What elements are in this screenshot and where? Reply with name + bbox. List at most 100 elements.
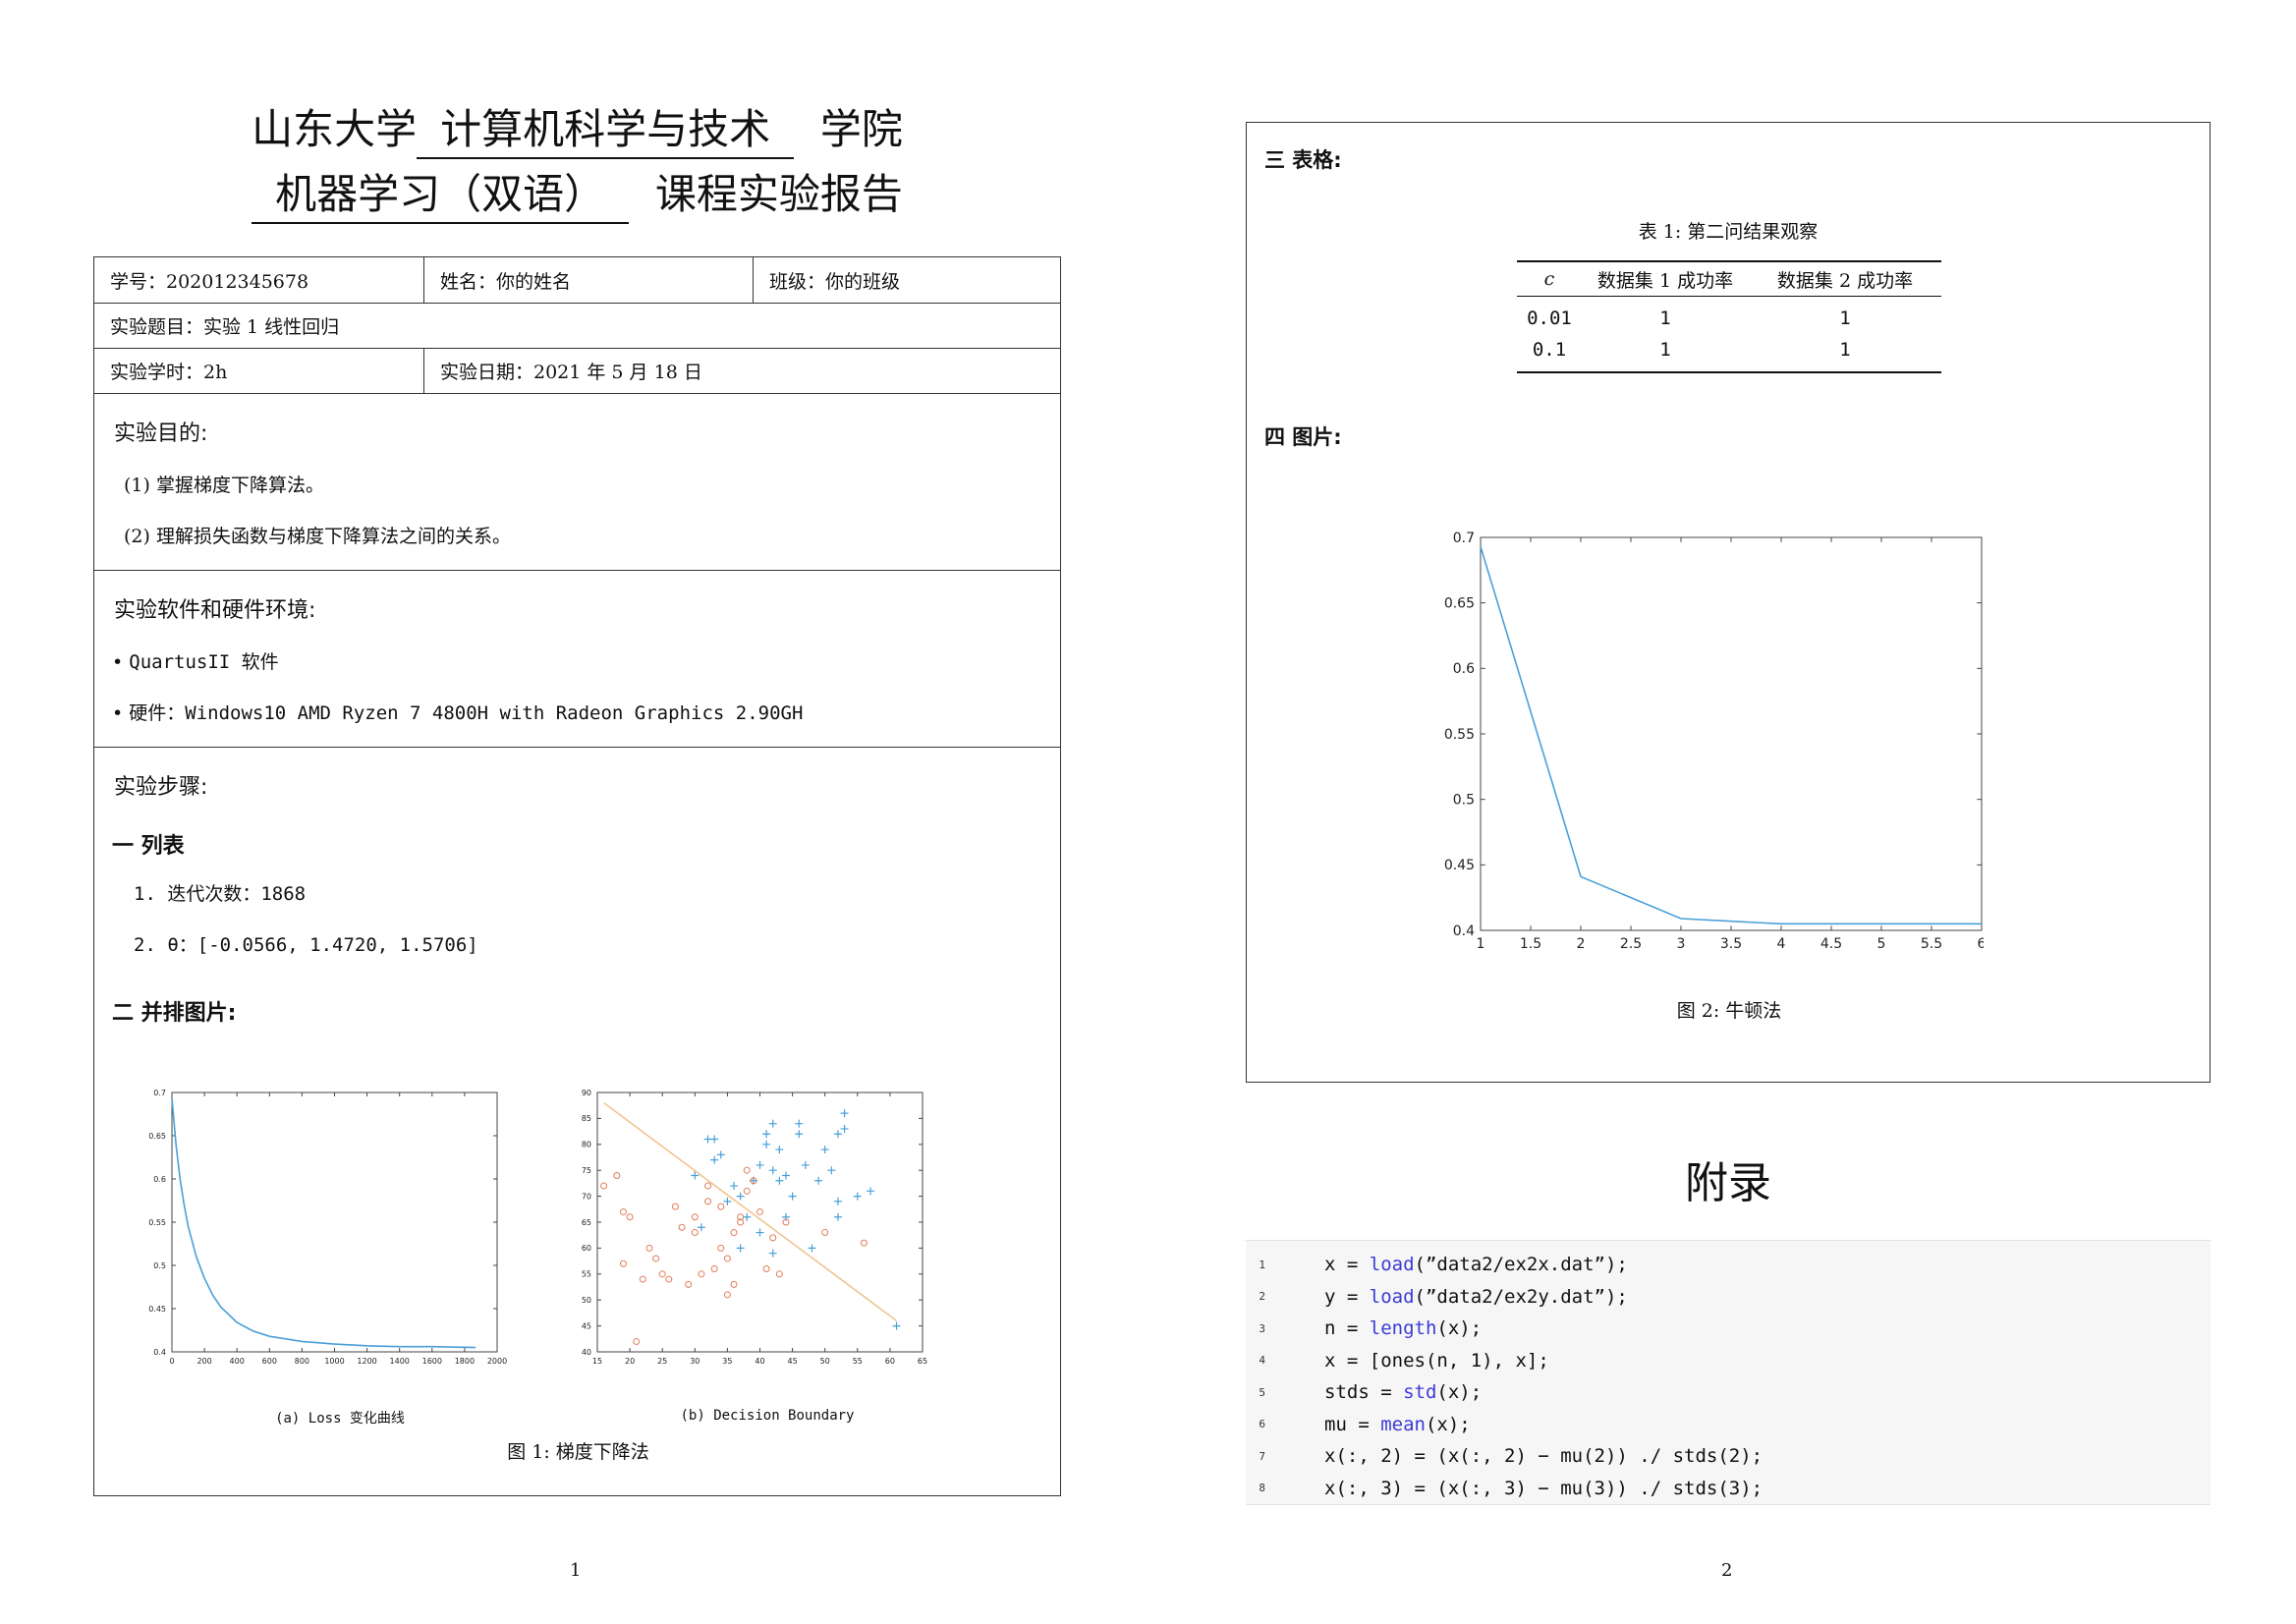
report-type: 课程实验报告	[654, 170, 903, 218]
purpose-item-2: (2) 理解损失函数与梯度下降算法之间的关系。	[124, 526, 511, 547]
not-admitted-point	[717, 1244, 725, 1252]
admitted-point	[827, 1166, 836, 1175]
code-keyword: length	[1369, 1317, 1437, 1339]
code-line-number: 8	[1259, 1482, 1265, 1494]
admitted-point	[853, 1192, 862, 1201]
not-admitted-point	[652, 1255, 660, 1262]
table-section-heading: 三 表格:	[1264, 148, 1342, 172]
admitted-point	[820, 1146, 829, 1154]
code-line: 7 x(:, 2) = (x(:, 2) − mu(2)) ./ stds(2);	[1246, 1440, 2211, 1472]
y-tick-label: 0.5	[153, 1261, 166, 1270]
y-tick-label: 0.6	[153, 1175, 166, 1184]
subcaption-decision-boundary: (b) Decision Boundary	[680, 1408, 855, 1424]
not-admitted-point	[860, 1239, 868, 1247]
admitted-point	[808, 1244, 816, 1253]
y-tick-label: 0.55	[1444, 727, 1475, 743]
x-tick-label: 1	[1477, 936, 1485, 952]
student-class: 班级：你的班级	[753, 257, 1062, 303]
not-admitted-point	[639, 1275, 646, 1283]
code-line-text: x(:, 2) = (x(:, 2) − mu(2)) ./ stds(2);	[1324, 1445, 1764, 1467]
y-tick-label: 45	[582, 1321, 591, 1330]
page-number-1: 1	[570, 1560, 582, 1581]
table-row: 0.01 1 1	[1517, 303, 1941, 334]
table-cell: 0.1	[1532, 339, 1567, 361]
admitted-point	[697, 1223, 705, 1232]
steps-section: 实验步骤: 一 列表 1. 迭代次数：1868 2. θ：[-0.0566, 1…	[94, 748, 1060, 1494]
steps-sec2-heading: 二 并排图片:	[112, 1001, 237, 1026]
admitted-point	[736, 1244, 745, 1253]
x-tick-label: 1600	[422, 1357, 442, 1366]
experiment-hours: 实验学时：2h	[110, 362, 228, 383]
admitted-point	[814, 1176, 823, 1185]
x-tick-label: 600	[262, 1357, 277, 1366]
y-tick-label: 0.65	[1444, 596, 1475, 612]
info-row-2: 实验题目：实验 1 线性回归	[94, 304, 1060, 349]
code-line-number: 2	[1259, 1290, 1265, 1303]
code-line-text: n = length(x);	[1324, 1317, 1483, 1339]
appendix-title: 附录	[1685, 1158, 1771, 1208]
x-tick-label: 4.5	[1820, 936, 1842, 952]
table-header-dataset2: 数据集 2 成功率	[1776, 269, 1914, 292]
env-item-software: • QuartusII 软件	[112, 651, 279, 673]
x-tick-label: 1800	[455, 1357, 475, 1366]
code-keyword: load	[1369, 1254, 1415, 1275]
decision-boundary-line	[603, 1101, 897, 1321]
code-line-number: 1	[1259, 1258, 1265, 1271]
admitted-point	[768, 1119, 777, 1128]
not-admitted-point	[743, 1166, 751, 1174]
y-tick-label: 80	[582, 1141, 591, 1149]
admitted-point	[781, 1212, 790, 1221]
figure1-caption: 图 1: 梯度下降法	[507, 1441, 649, 1463]
code-line-text: y = load(”data2/ex2y.dat”);	[1324, 1285, 1628, 1308]
admitted-point	[840, 1124, 849, 1133]
y-tick-label: 0.4	[153, 1348, 166, 1357]
table-bottom-rule	[1517, 371, 1941, 373]
environment-section: 实验软件和硬件环境: • QuartusII 软件 • 硬件：Windows10…	[94, 571, 1060, 748]
table-cell: 1	[1839, 339, 1851, 361]
x-tick-label: 5	[1877, 936, 1886, 952]
not-admitted-point	[626, 1213, 634, 1221]
not-admitted-point	[619, 1207, 627, 1215]
not-admitted-point	[743, 1187, 751, 1195]
not-admitted-point	[633, 1337, 641, 1345]
y-tick-label: 0.4	[1453, 924, 1475, 939]
x-tick-label: 3	[1677, 936, 1686, 952]
admitted-point	[833, 1197, 842, 1205]
code-listing: 1 x = load(”data2/ex2x.dat”); 2 y = load(”d…	[1246, 1240, 2211, 1505]
admitted-point	[867, 1187, 875, 1196]
code-line-number: 3	[1259, 1321, 1265, 1335]
not-admitted-point	[821, 1229, 829, 1237]
x-tick-label: 45	[788, 1357, 798, 1366]
code-line: 3 n = length(x);	[1246, 1313, 2211, 1344]
university-name: 山东大学	[252, 105, 418, 153]
experiment-date: 实验日期：2021 年 5 月 18 日	[423, 349, 1062, 393]
not-admitted-point	[730, 1280, 738, 1288]
x-tick-label: 3.5	[1720, 936, 1742, 952]
x-tick-label: 25	[657, 1357, 667, 1366]
admitted-point	[833, 1212, 842, 1221]
steps-list-item-1: 1. 迭代次数：1868	[134, 883, 307, 905]
loss-curve-chart: 0 200 400 600 800 1000 1200 1400 1600 1800 2000 0.4…	[148, 1089, 507, 1366]
code-line-text: x(:, 3) = (x(:, 3) − mu(3)) ./ stds(3);	[1324, 1477, 1764, 1499]
not-admitted-point	[769, 1234, 777, 1242]
y-tick-label: 85	[582, 1114, 591, 1123]
admitted-point	[775, 1146, 784, 1154]
report-title-line2: 机器学习（双语） 课程实验报告	[93, 167, 1061, 224]
table-header-c: c	[1543, 268, 1555, 290]
table-header-dataset1: 数据集 1 成功率	[1596, 269, 1734, 292]
steps-sec1-heading: 一 列表	[112, 834, 185, 859]
x-tick-label: 50	[820, 1357, 830, 1366]
table-top-rule	[1517, 260, 1941, 262]
admitted-point	[775, 1176, 784, 1185]
x-tick-label: 4	[1777, 936, 1786, 952]
not-admitted-point	[685, 1280, 693, 1288]
x-tick-label: 800	[295, 1357, 309, 1366]
code-keyword: std	[1403, 1381, 1437, 1403]
admitted-point	[743, 1212, 752, 1221]
not-admitted-point	[691, 1213, 699, 1221]
code-line: 5 stds = std(x);	[1246, 1376, 2211, 1408]
y-tick-label: 55	[582, 1270, 591, 1279]
course-name: 机器学习（双语）	[252, 167, 630, 224]
not-admitted-point	[704, 1182, 712, 1190]
code-line-number: 4	[1259, 1354, 1265, 1367]
